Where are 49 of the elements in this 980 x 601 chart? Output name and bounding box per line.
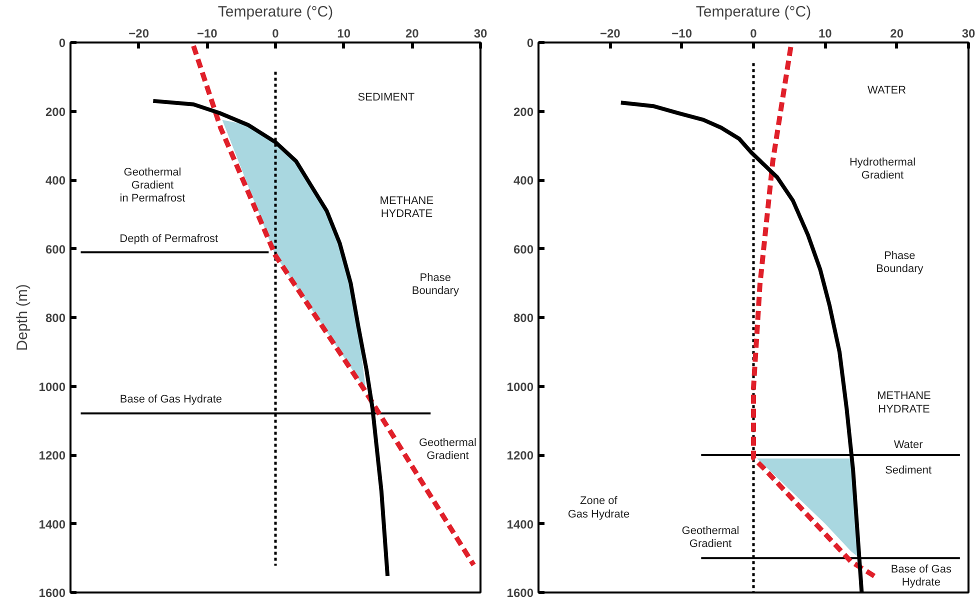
y-tick-label: 0	[526, 36, 534, 50]
annotation: Phase Boundary	[876, 250, 924, 276]
x-tick-label: 30	[474, 26, 488, 40]
annotation: Phase Boundary	[412, 272, 460, 298]
annotation: Depth of Permafrost	[120, 232, 218, 245]
y-tick-label: 1600	[38, 586, 66, 600]
annotation: Base of Gas Hydrate	[890, 563, 952, 589]
y-tick-label: 400	[513, 174, 534, 188]
x-tick-label: −10	[196, 26, 218, 40]
y-tick-label: 200	[45, 104, 66, 119]
y-tick-label: 1200	[506, 448, 534, 462]
annotation: WATER	[868, 84, 906, 96]
annotation: Geothermal Gradient	[682, 524, 740, 550]
y-tick-label: 800	[513, 311, 534, 325]
x-tick-label: 0	[750, 26, 758, 40]
x-tick-label: 10	[337, 26, 351, 40]
annotation: SEDIMENT	[358, 92, 415, 104]
x-tick-label: 0	[272, 26, 280, 40]
x-tick-label: 20	[405, 26, 420, 40]
x-axis-title: Temperature (°C)	[696, 4, 812, 20]
y-tick-label: 1400	[38, 517, 66, 532]
annotation: Geothermal Gradient in Permafrost	[120, 166, 186, 205]
x-tick-label: −20	[128, 26, 150, 40]
y-tick-label: 1000	[506, 380, 534, 394]
annotation: METHANE HYDRATE	[877, 390, 931, 416]
x-tick-label: 10	[818, 26, 832, 40]
annotation: Water	[894, 439, 924, 452]
y-tick-label: 1600	[506, 586, 534, 600]
annotation: METHANE HYDRATE	[380, 194, 434, 220]
x-tick-label: −20	[600, 26, 621, 40]
annotation: Hydrothermal Gradient	[849, 156, 916, 182]
y-axis-title: Depth (m)	[14, 284, 31, 351]
y-tick-label: 600	[45, 242, 66, 256]
y-tick-label: 1000	[38, 380, 66, 394]
y-tick-label: 800	[45, 311, 66, 325]
y-tick-label: 400	[45, 174, 66, 188]
x-tick-label: 20	[890, 26, 904, 40]
annotation: Base of Gas Hydrate	[120, 393, 222, 406]
y-tick-label: 600	[513, 242, 534, 256]
annotation: Geothermal Gradient	[418, 436, 476, 462]
y-tick-label: 0	[58, 36, 66, 50]
y-tick-label: 1400	[506, 517, 534, 532]
y-tick-label: 1200	[38, 448, 66, 462]
annotation: Sediment	[885, 464, 932, 476]
y-tick-label: 200	[513, 104, 534, 119]
x-tick-label: 30	[962, 26, 976, 40]
x-axis-title: Temperature (°C)	[218, 4, 334, 20]
x-tick-label: −10	[672, 26, 692, 40]
annotation: Zone of Gas Hydrate	[568, 495, 630, 520]
